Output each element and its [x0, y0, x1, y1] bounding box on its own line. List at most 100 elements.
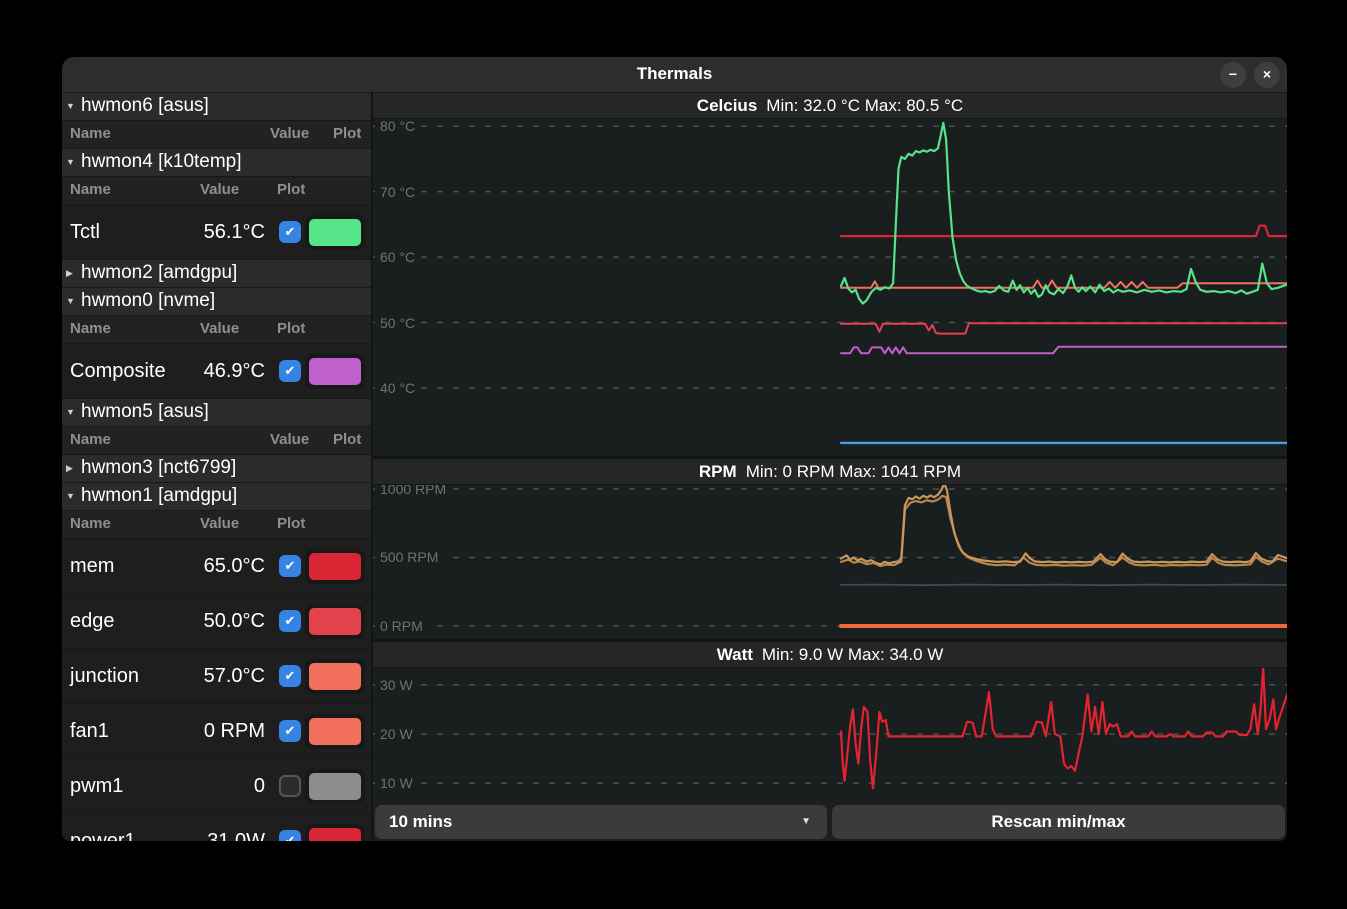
color-swatch[interactable]: [305, 604, 365, 639]
check-icon: ✔: [284, 668, 296, 683]
y-tick-label: 1000 RPM: [375, 485, 452, 499]
sidebar-group[interactable]: ▼ hwmon5 [asus]: [62, 399, 371, 427]
series-fan-navy: [840, 583, 1287, 587]
sensor-name: Composite: [70, 360, 166, 382]
y-tick-label: 80 °C: [375, 119, 421, 137]
plot-checkbox[interactable]: [279, 775, 301, 797]
group-label: hwmon2 [amdgpu]: [81, 262, 238, 283]
group-label: hwmon0 [nvme]: [81, 290, 216, 311]
chevron-collapsed-icon: ▶: [66, 463, 73, 473]
sidebar-group[interactable]: ▼ hwmon0 [nvme]: [62, 288, 371, 316]
plot-checkbox[interactable]: ✔: [279, 610, 301, 632]
divider: [373, 639, 1287, 642]
sensor-value: 57.0°C: [203, 665, 265, 687]
chevron-collapsed-icon: ▶: [66, 268, 73, 278]
close-button[interactable]: ×: [1254, 62, 1280, 88]
y-tick-label: 50 °C: [375, 312, 421, 333]
swatch-color: [309, 219, 361, 246]
rescan-minmax-button[interactable]: Rescan min/max: [832, 805, 1285, 839]
column-value: Value: [270, 125, 310, 142]
plot-checkbox[interactable]: ✔: [279, 360, 301, 382]
chart-header-watt: Watt Min: 9.0 W Max: 34.0 W: [373, 642, 1287, 668]
sensor-row-Tctl: Tctl 56.1°C ✔: [62, 205, 371, 260]
chart-header-rpm: RPM Min: 0 RPM Max: 1041 RPM: [373, 459, 1287, 485]
sidebar-group[interactable]: ▼ hwmon1 [amdgpu]: [62, 483, 371, 511]
plot-checkbox[interactable]: ✔: [279, 720, 301, 742]
watt-plot: 30 W 20 W 10 W: [373, 668, 1287, 798]
sensor-row-Composite: Composite 46.9°C ✔: [62, 344, 371, 399]
plot-checkbox[interactable]: ✔: [279, 221, 301, 243]
series-fan-tan-1: [839, 485, 1287, 566]
close-icon: ×: [1262, 66, 1272, 82]
sidebar-group[interactable]: ▼ hwmon4 [k10temp]: [62, 149, 371, 177]
color-swatch[interactable]: [305, 769, 365, 804]
series-power1: [839, 668, 1287, 790]
chart-minmax: Min: 9.0 W Max: 34.0 W: [761, 645, 944, 664]
column-name: Name: [70, 431, 111, 448]
swatch-color: [309, 773, 361, 800]
y-tick-label: 70 °C: [375, 181, 421, 202]
column-name: Name: [70, 125, 111, 142]
series-Composite: [840, 345, 1287, 355]
column-headers: Name Value Plot: [62, 316, 371, 344]
column-plot: Plot: [277, 320, 306, 337]
column-plot: Plot: [333, 125, 362, 142]
bottom-controls: 10 mins ▼ Rescan min/max: [373, 798, 1287, 841]
charts-panel: Celcius Min: 32.0 °C Max: 80.5 °C 80 °C 70…: [373, 93, 1287, 841]
color-swatch[interactable]: [305, 824, 365, 841]
sensor-value: 46.9°C: [203, 360, 265, 382]
sensor-row-fan1: fan1 0 RPM ✔: [62, 704, 371, 759]
column-value: Value: [270, 431, 310, 448]
column-headers: Name Value Plot: [62, 427, 371, 455]
chevron-expanded-icon: ▼: [66, 296, 75, 306]
y-tick-label: 500 RPM: [375, 547, 444, 568]
chevron-down-icon: ▼: [801, 816, 811, 827]
rpm-plot: 1000 RPM 500 RPM 0 RPM: [373, 485, 1287, 639]
sidebar-group[interactable]: ▼ hwmon6 [asus]: [62, 93, 371, 121]
sensor-row-mem: mem 65.0°C ✔: [62, 539, 371, 594]
divider: [373, 456, 1287, 459]
color-swatch[interactable]: [305, 714, 365, 749]
chart-minmax: Min: 0 RPM Max: 1041 RPM: [745, 462, 962, 481]
time-range-dropdown[interactable]: 10 mins ▼: [375, 805, 827, 839]
minimize-icon: −: [1228, 66, 1238, 82]
column-headers: Name Value Plot: [62, 511, 371, 539]
sensor-row-power1: power1 31.0W ✔: [62, 814, 371, 841]
swatch-color: [309, 608, 361, 635]
sensor-value: 0: [253, 775, 265, 797]
sensor-row-junction: junction 57.0°C ✔: [62, 649, 371, 704]
y-tick-label: 20 W: [375, 723, 418, 744]
color-swatch[interactable]: [305, 549, 365, 584]
group-label: hwmon5 [asus]: [81, 401, 209, 422]
time-range-value: 10 mins: [389, 812, 453, 831]
plot-checkbox[interactable]: ✔: [279, 555, 301, 577]
column-plot: Plot: [277, 181, 306, 198]
minimize-button[interactable]: −: [1220, 62, 1246, 88]
swatch-color: [309, 663, 361, 690]
y-tick-label: 30 W: [375, 674, 418, 695]
chart-title: Watt: [716, 645, 753, 664]
swatch-color: [309, 553, 361, 580]
series-fan-tan-2: [839, 494, 1287, 568]
chevron-expanded-icon: ▼: [66, 157, 75, 167]
rescan-label: Rescan min/max: [991, 812, 1126, 831]
swatch-color: [309, 718, 361, 745]
swatch-color: [309, 358, 361, 385]
group-label: hwmon4 [k10temp]: [81, 151, 242, 172]
group-label: hwmon6 [asus]: [81, 95, 209, 116]
color-swatch[interactable]: [305, 354, 365, 389]
sidebar-group[interactable]: ▶ hwmon3 [nct6799]: [62, 455, 371, 483]
chart-title: RPM: [698, 462, 737, 481]
chart-minmax: Min: 32.0 °C Max: 80.5 °C: [766, 96, 964, 115]
titlebar[interactable]: Thermals − ×: [62, 57, 1287, 93]
plot-checkbox[interactable]: ✔: [279, 830, 301, 841]
check-icon: ✔: [284, 723, 296, 738]
color-swatch[interactable]: [305, 215, 365, 250]
color-swatch[interactable]: [305, 659, 365, 694]
sensor-value: 56.1°C: [203, 221, 265, 243]
plot-checkbox[interactable]: ✔: [279, 665, 301, 687]
sensor-name: power1: [70, 830, 136, 841]
y-tick-label: 40 °C: [375, 377, 421, 398]
thermals-window: Thermals − × ▼ hwmon6 [asus] Name Value Plot…: [62, 57, 1287, 841]
sidebar-group[interactable]: ▶ hwmon2 [amdgpu]: [62, 260, 371, 288]
